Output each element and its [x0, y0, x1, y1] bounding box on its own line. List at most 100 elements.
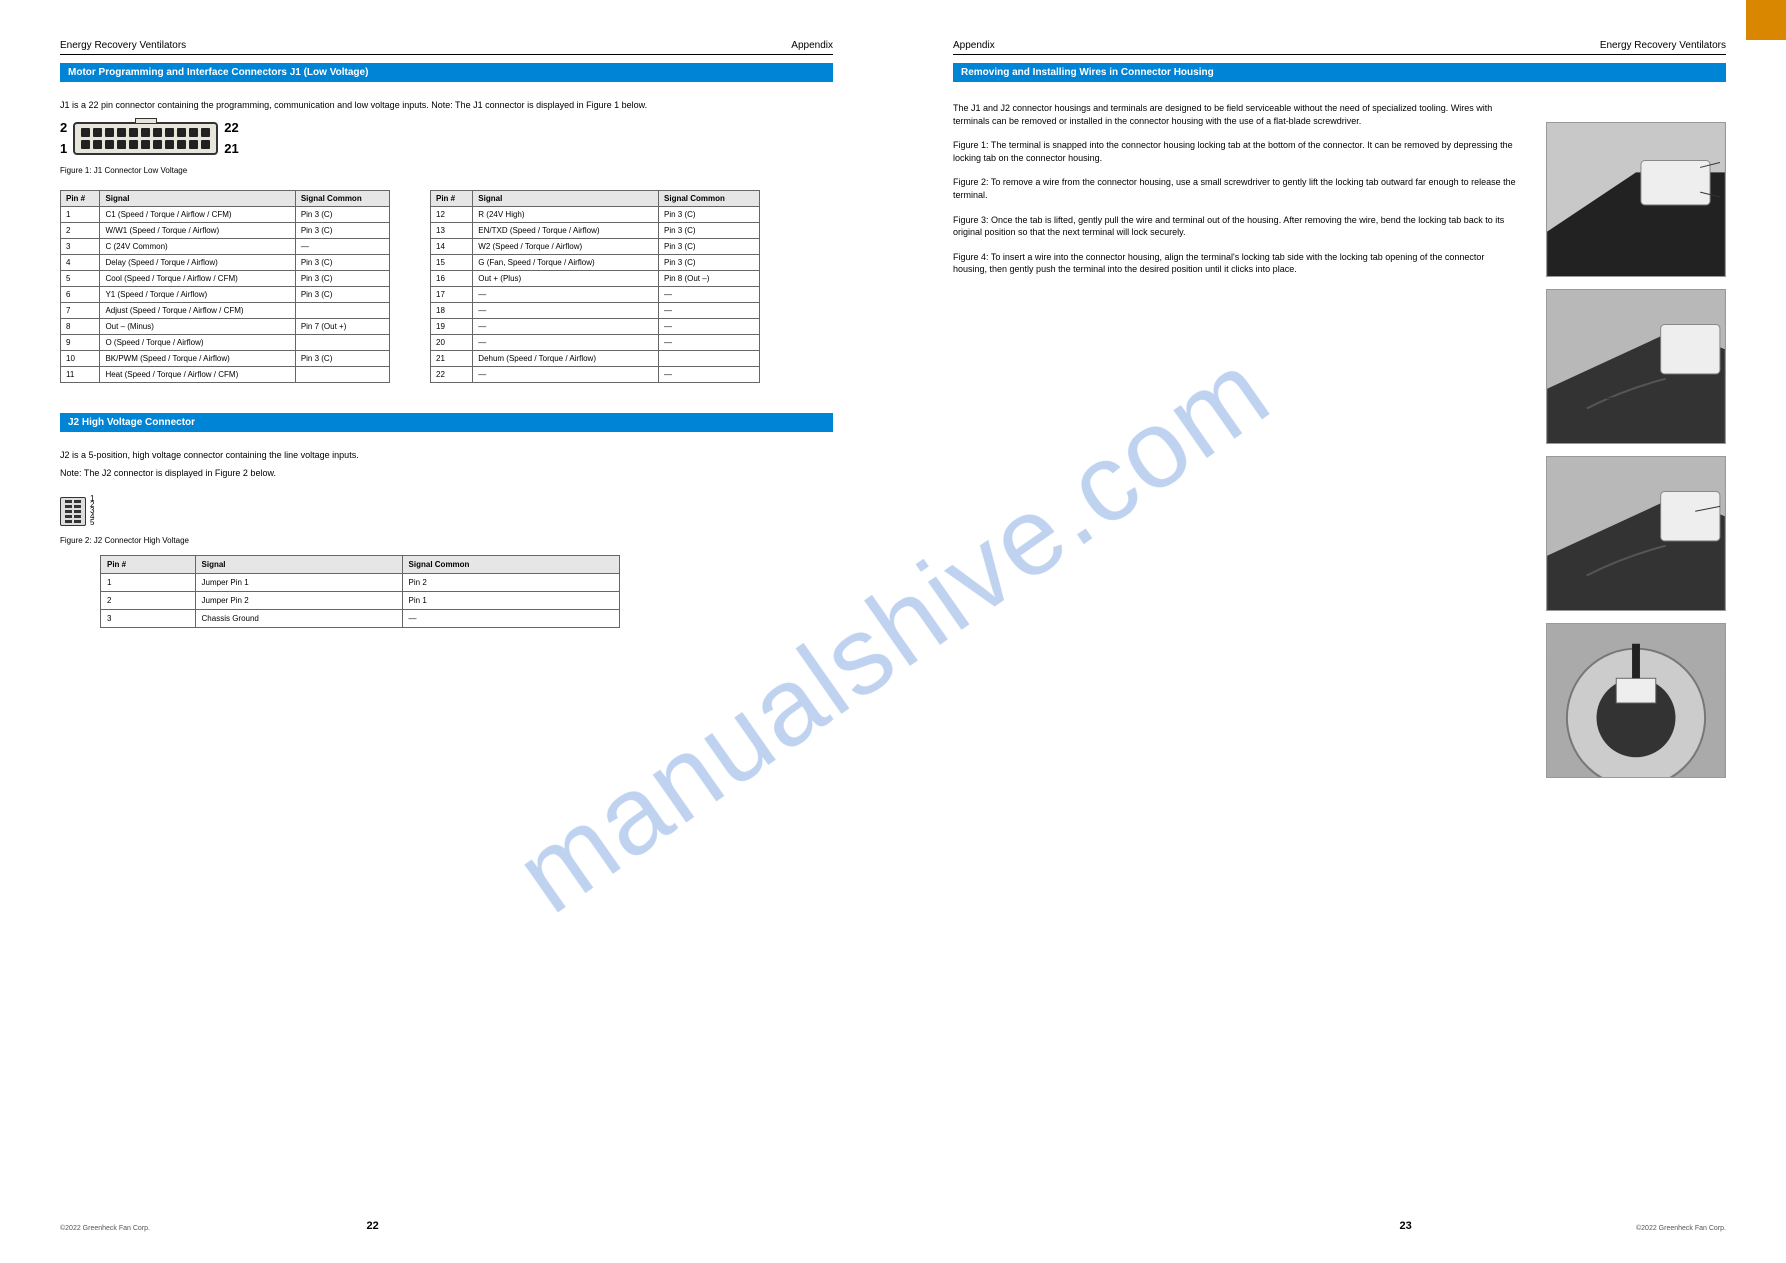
figure-4-thumb [1546, 623, 1726, 778]
table-cell: 17 [431, 287, 473, 303]
table-cell: W2 (Speed / Torque / Airflow) [473, 239, 659, 255]
table-row: 3Chassis Ground— [101, 610, 620, 628]
j2-figure-label: Figure 2: J2 Connector High Voltage [60, 536, 833, 545]
table-row: 8Out – (Minus)Pin 7 (Out +) [61, 319, 390, 335]
table-cell: 9 [61, 335, 100, 351]
table-cell: 7 [61, 303, 100, 319]
table-cell: Pin 3 (C) [659, 239, 760, 255]
table-cell: Heat (Speed / Torque / Airflow / CFM) [100, 367, 295, 383]
table-cell: Cool (Speed / Torque / Airflow / CFM) [100, 271, 295, 287]
page-number-right: 23 [1400, 1220, 1412, 1232]
table-row: 11Heat (Speed / Torque / Airflow / CFM) [61, 367, 390, 383]
table-cell: 1 [101, 574, 196, 592]
table-row: 16Out + (Plus)Pin 8 (Out –) [431, 271, 760, 287]
table-row: 20—— [431, 335, 760, 351]
header-row-left: Energy Recovery Ventilators Appendix [60, 40, 833, 55]
table-row: 15G (Fan, Speed / Torque / Airflow)Pin 3… [431, 255, 760, 271]
table-cell: 13 [431, 223, 473, 239]
table-cell: 11 [61, 367, 100, 383]
table-cell: — [473, 367, 659, 383]
table-cell: 3 [101, 610, 196, 628]
pin-label-21: 21 [224, 141, 238, 156]
table-cell: EN/TXD (Speed / Torque / Airflow) [473, 223, 659, 239]
table-cell: Pin 3 (C) [659, 223, 760, 239]
table-cell: Pin 3 (C) [295, 207, 389, 223]
table-row: 3C (24V Common)— [61, 239, 390, 255]
table-cell: Pin 3 (C) [295, 255, 389, 271]
table-cell: Out – (Minus) [100, 319, 295, 335]
breadcrumb-sub-right: Appendix [953, 40, 995, 51]
table-row: 9O (Speed / Torque / Airflow) [61, 335, 390, 351]
table-cell: 18 [431, 303, 473, 319]
table-cell [295, 367, 389, 383]
table-cell: Adjust (Speed / Torque / Airflow / CFM) [100, 303, 295, 319]
table-cell: Pin 3 (C) [295, 271, 389, 287]
th-common: Signal Common [659, 191, 760, 207]
table-cell: — [473, 287, 659, 303]
step-3: Figure 3: Once the tab is lifted, gently… [953, 214, 1516, 239]
table-cell: Pin 3 (C) [295, 223, 389, 239]
step-2: Figure 2: To remove a wire from the conn… [953, 176, 1516, 201]
table-cell: 5 [61, 271, 100, 287]
table-cell: 2 [101, 592, 196, 610]
th-pin: Pin # [101, 556, 196, 574]
table-row: 4Delay (Speed / Torque / Airflow)Pin 3 (… [61, 255, 390, 271]
table-row: 7Adjust (Speed / Torque / Airflow / CFM) [61, 303, 390, 319]
table-row: 13EN/TXD (Speed / Torque / Airflow)Pin 3… [431, 223, 760, 239]
j2-note: Note: The J2 connector is displayed in F… [60, 468, 833, 478]
table-row: 1C1 (Speed / Torque / Airflow / CFM)Pin … [61, 207, 390, 223]
table-cell: 16 [431, 271, 473, 287]
table-cell: 14 [431, 239, 473, 255]
table-cell: R (24V High) [473, 207, 659, 223]
th-signal: Signal [100, 191, 295, 207]
table-cell: BK/PWM (Speed / Torque / Airflow) [100, 351, 295, 367]
table-cell: 19 [431, 319, 473, 335]
table-cell: 20 [431, 335, 473, 351]
image-column [1546, 122, 1726, 778]
j1-table-b: Pin # Signal Signal Common 12R (24V High… [430, 190, 760, 383]
table-cell: G (Fan, Speed / Torque / Airflow) [473, 255, 659, 271]
step-1: Figure 1: The terminal is snapped into t… [953, 139, 1516, 164]
left-page: Energy Recovery Ventilators Appendix Mot… [0, 40, 893, 1240]
table-cell: Pin 1 [402, 592, 619, 610]
table-cell: Pin 3 (C) [659, 255, 760, 271]
table-row: 21Dehum (Speed / Torque / Airflow) [431, 351, 760, 367]
table-row: 6Y1 (Speed / Torque / Airflow)Pin 3 (C) [61, 287, 390, 303]
table-row: 5Cool (Speed / Torque / Airflow / CFM)Pi… [61, 271, 390, 287]
table-cell: — [659, 319, 760, 335]
section-bar-j1: Motor Programming and Interface Connecto… [60, 63, 833, 82]
table-cell [659, 351, 760, 367]
right-text-column: The J1 and J2 connector housings and ter… [953, 102, 1516, 778]
figure-3-thumb [1546, 456, 1726, 611]
table-cell: — [659, 303, 760, 319]
step-4: Figure 4: To insert a wire into the conn… [953, 251, 1516, 276]
j1-table-a-body: 1C1 (Speed / Torque / Airflow / CFM)Pin … [61, 207, 390, 383]
table-cell: Pin 8 (Out –) [659, 271, 760, 287]
table-cell: 21 [431, 351, 473, 367]
th-common: Signal Common [295, 191, 389, 207]
page-spread: Energy Recovery Ventilators Appendix Mot… [0, 0, 1786, 1240]
table-row: 12R (24V High)Pin 3 (C) [431, 207, 760, 223]
table-cell: — [473, 319, 659, 335]
table-cell: W/W1 (Speed / Torque / Airflow) [100, 223, 295, 239]
table-cell: 1 [61, 207, 100, 223]
breadcrumb-main-right: Energy Recovery Ventilators [1600, 40, 1726, 51]
table-cell: O (Speed / Torque / Airflow) [100, 335, 295, 351]
table-cell: C (24V Common) [100, 239, 295, 255]
table-cell: Pin 3 (C) [659, 207, 760, 223]
th-pin: Pin # [431, 191, 473, 207]
table-cell: Jumper Pin 1 [195, 574, 402, 592]
table-cell: Pin 2 [402, 574, 619, 592]
th-signal: Signal [195, 556, 402, 574]
table-cell: — [473, 303, 659, 319]
table-cell: Y1 (Speed / Torque / Airflow) [100, 287, 295, 303]
footer-right: ©2022 Greenheck Fan Corp. [1636, 1225, 1726, 1232]
table-row: 14W2 (Speed / Torque / Airflow)Pin 3 (C) [431, 239, 760, 255]
th-signal: Signal [473, 191, 659, 207]
table-row: 18—— [431, 303, 760, 319]
table-cell: Pin 3 (C) [295, 287, 389, 303]
table-cell: — [659, 335, 760, 351]
table-cell [295, 335, 389, 351]
j1-table-b-body: 12R (24V High)Pin 3 (C)13EN/TXD (Speed /… [431, 207, 760, 383]
table-cell: 8 [61, 319, 100, 335]
